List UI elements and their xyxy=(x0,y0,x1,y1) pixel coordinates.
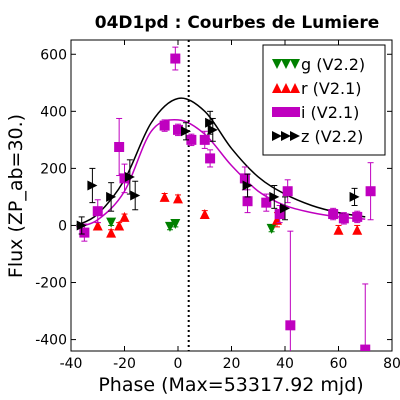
fit-curve-1 xyxy=(76,119,366,228)
data-point xyxy=(173,124,183,135)
data-point xyxy=(333,224,344,235)
x-tick-label: -40 xyxy=(60,356,83,372)
x-tick-label: 80 xyxy=(383,356,400,372)
fit-curve-0 xyxy=(75,97,366,227)
legend-label: g (V2.2) xyxy=(301,55,365,74)
data-point xyxy=(261,197,272,208)
data-point xyxy=(242,180,253,191)
data-point xyxy=(130,190,141,201)
data-point xyxy=(365,186,376,197)
series-2 xyxy=(79,46,376,351)
x-tick-label: 20 xyxy=(223,356,241,372)
legend-marker xyxy=(290,131,300,141)
legend-marker xyxy=(281,59,291,69)
data-point xyxy=(79,227,90,238)
data-point xyxy=(106,191,117,202)
legend-marker xyxy=(290,83,300,93)
data-point xyxy=(170,219,181,230)
legend-marker xyxy=(281,107,291,117)
data-point xyxy=(114,141,125,152)
data-point xyxy=(205,117,216,128)
legend-marker xyxy=(290,107,300,117)
data-point xyxy=(106,217,117,228)
y-tick-label: -200 xyxy=(35,276,67,292)
legend-marker xyxy=(281,83,291,93)
data-point xyxy=(159,191,170,202)
data-point xyxy=(92,206,103,217)
data-point xyxy=(159,120,170,131)
data-point xyxy=(199,134,210,145)
data-point xyxy=(181,126,192,137)
x-tick-label: 0 xyxy=(174,356,183,372)
data-point xyxy=(164,221,175,232)
y-axis-label: Flux (ZP_ab=30.) xyxy=(5,114,27,278)
data-point xyxy=(106,227,117,238)
data-point xyxy=(360,344,371,351)
legend-label: r (V2.1) xyxy=(301,79,362,98)
series-1 xyxy=(92,191,363,238)
legend: g (V2.2) r (V2.1) i (V2.1) z (V2.2) xyxy=(262,44,386,156)
data-point xyxy=(114,220,125,231)
data-point xyxy=(338,213,349,224)
y-tick-label: 0 xyxy=(58,218,67,234)
data-point xyxy=(328,209,339,220)
legend-marker xyxy=(272,107,282,117)
data-point xyxy=(76,220,87,231)
data-point xyxy=(274,209,285,220)
data-point xyxy=(242,196,253,207)
plot-area xyxy=(75,40,376,351)
legend-marker xyxy=(272,83,282,93)
data-point xyxy=(92,220,103,231)
data-point xyxy=(349,191,360,202)
series-0 xyxy=(106,217,277,234)
y-tick-label: 200 xyxy=(40,161,67,177)
x-tick-label: 40 xyxy=(276,356,294,372)
data-point xyxy=(170,53,181,64)
data-point xyxy=(352,211,363,222)
data-point xyxy=(119,211,130,222)
data-point xyxy=(239,173,250,184)
legend-marker xyxy=(272,59,282,69)
y-tick-label: -400 xyxy=(35,333,67,349)
y-tick-label: 600 xyxy=(40,47,67,63)
legend-marker xyxy=(272,131,282,141)
data-point xyxy=(199,209,210,220)
chart-title: 04D1pd : Courbes de Lumiere xyxy=(95,13,379,33)
data-point xyxy=(282,186,293,197)
x-tick-label: 60 xyxy=(330,356,348,372)
data-point xyxy=(205,153,216,164)
legend-marker xyxy=(290,59,300,69)
legend-label: i (V2.1) xyxy=(301,103,359,122)
data-point xyxy=(207,124,218,135)
data-point xyxy=(124,171,135,182)
x-tick-label: -20 xyxy=(113,356,136,372)
legend-marker xyxy=(281,131,291,141)
data-point xyxy=(352,224,363,235)
x-axis-label: Phase (Max=53317.92 mjd) xyxy=(98,374,363,396)
data-point xyxy=(280,203,290,214)
data-point xyxy=(186,134,197,145)
data-point xyxy=(285,320,296,331)
data-point xyxy=(87,180,98,191)
data-point xyxy=(269,191,280,202)
data-point xyxy=(266,223,277,234)
data-point xyxy=(173,193,183,204)
data-point xyxy=(119,173,130,184)
y-tick-label: 400 xyxy=(40,104,67,120)
legend-label: z (V2.2) xyxy=(301,127,363,146)
series-3 xyxy=(76,110,360,235)
